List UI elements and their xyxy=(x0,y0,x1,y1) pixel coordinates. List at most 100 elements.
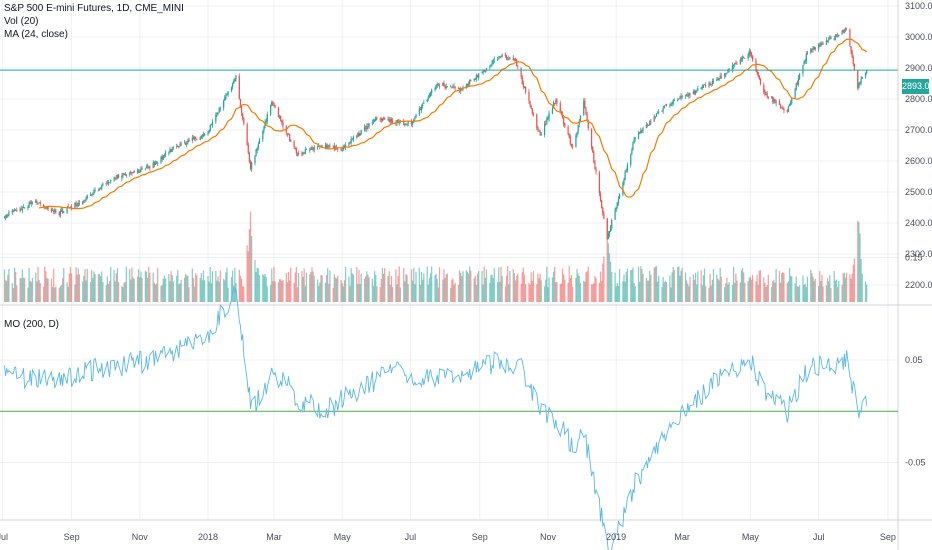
candle xyxy=(102,182,104,187)
candle xyxy=(618,193,621,200)
candle xyxy=(609,225,612,233)
candle xyxy=(67,203,69,208)
volume-bar xyxy=(686,280,688,302)
candle xyxy=(305,148,308,151)
candle xyxy=(404,123,406,127)
candle xyxy=(223,99,225,111)
volume-bar xyxy=(578,275,580,302)
candle xyxy=(646,123,649,128)
candle xyxy=(608,230,611,238)
volume-bar xyxy=(113,270,115,302)
volume-bar xyxy=(254,259,256,302)
volume-bar xyxy=(395,269,397,302)
volume-bar xyxy=(89,281,92,302)
volume-bars xyxy=(3,211,868,302)
volume-bar xyxy=(407,284,409,302)
volume-bar xyxy=(35,272,37,302)
candle xyxy=(450,84,452,88)
time-tick-label: 2019 xyxy=(606,532,626,542)
time-axis[interactable]: Jul Sep Nov 2018 Mar May Jul Sep Nov 2019 Mar May Ju… xyxy=(0,532,896,542)
volume-bar xyxy=(499,281,501,302)
volume-bar xyxy=(83,276,85,302)
oscillator-axis[interactable]: 0.150.05-0.05-0.15 xyxy=(905,253,926,550)
volume-bar xyxy=(826,278,829,302)
volume-bar xyxy=(617,285,620,302)
candle xyxy=(640,127,642,134)
candle xyxy=(403,118,405,126)
volume-bar xyxy=(532,271,535,302)
volume-bar xyxy=(183,277,186,302)
volume-bar xyxy=(274,281,276,302)
candle xyxy=(523,86,526,89)
volume-bar xyxy=(277,282,280,302)
time-tick-label: Jul xyxy=(813,532,825,542)
volume-bar xyxy=(266,286,268,302)
volume-bar xyxy=(69,267,72,302)
candle xyxy=(313,144,315,153)
candle xyxy=(262,129,264,142)
candle xyxy=(179,141,181,148)
candle xyxy=(744,57,746,59)
candle xyxy=(368,122,370,129)
volume-bar xyxy=(123,282,125,302)
candle xyxy=(434,86,436,92)
volume-bar xyxy=(210,283,212,302)
volume-bar xyxy=(125,266,127,302)
volume-bar xyxy=(16,285,18,302)
candle xyxy=(122,172,124,178)
volume-bar xyxy=(304,286,306,302)
volume-bar xyxy=(858,222,860,302)
volume-bar xyxy=(751,275,754,302)
volume-bar xyxy=(623,274,625,302)
volume-bar xyxy=(750,280,753,302)
volume-bar xyxy=(584,281,586,302)
volume-bar xyxy=(19,278,21,302)
volume-bar xyxy=(763,277,765,302)
volume-bar xyxy=(454,283,456,302)
candle xyxy=(829,35,831,40)
candle xyxy=(381,117,384,123)
candle xyxy=(272,100,274,107)
candle xyxy=(475,73,478,82)
candle xyxy=(367,123,369,130)
volume-bar xyxy=(462,271,464,302)
volume-bar xyxy=(625,271,627,302)
candle xyxy=(123,173,125,176)
candle xyxy=(669,103,671,108)
volume-bar xyxy=(391,286,394,302)
candle xyxy=(743,56,745,59)
volume-bar xyxy=(782,272,784,302)
candle xyxy=(821,41,823,46)
volume-bar xyxy=(842,273,844,302)
volume-bar xyxy=(356,267,358,302)
candle xyxy=(55,208,57,214)
volume-bar xyxy=(637,266,640,302)
candle xyxy=(711,78,713,86)
candle xyxy=(31,201,34,205)
candle xyxy=(521,75,523,85)
candle xyxy=(718,77,720,82)
volume-bar xyxy=(611,272,613,302)
volume-bar xyxy=(301,271,303,302)
candle xyxy=(788,103,791,107)
time-tick-label: Jul xyxy=(0,532,8,542)
volume-bar xyxy=(161,284,163,302)
candle xyxy=(405,123,407,126)
candle xyxy=(570,143,573,148)
candle xyxy=(97,188,100,192)
volume-bar xyxy=(406,275,408,302)
volume-bar xyxy=(555,282,557,302)
volume-bar xyxy=(514,280,517,302)
volume-bar xyxy=(530,272,532,302)
volume-bar xyxy=(697,271,699,302)
volume-bar xyxy=(766,285,768,302)
volume-bar xyxy=(537,273,539,302)
candle xyxy=(633,136,635,144)
candle xyxy=(442,82,444,87)
volume-bar xyxy=(812,276,814,302)
candle xyxy=(21,206,23,214)
volume-bar xyxy=(21,269,23,302)
volume-bar xyxy=(673,270,675,302)
price-axis[interactable]: 3100.00 3000.00 2900.00 2800.00 2700.00 2600.… xyxy=(905,1,932,290)
